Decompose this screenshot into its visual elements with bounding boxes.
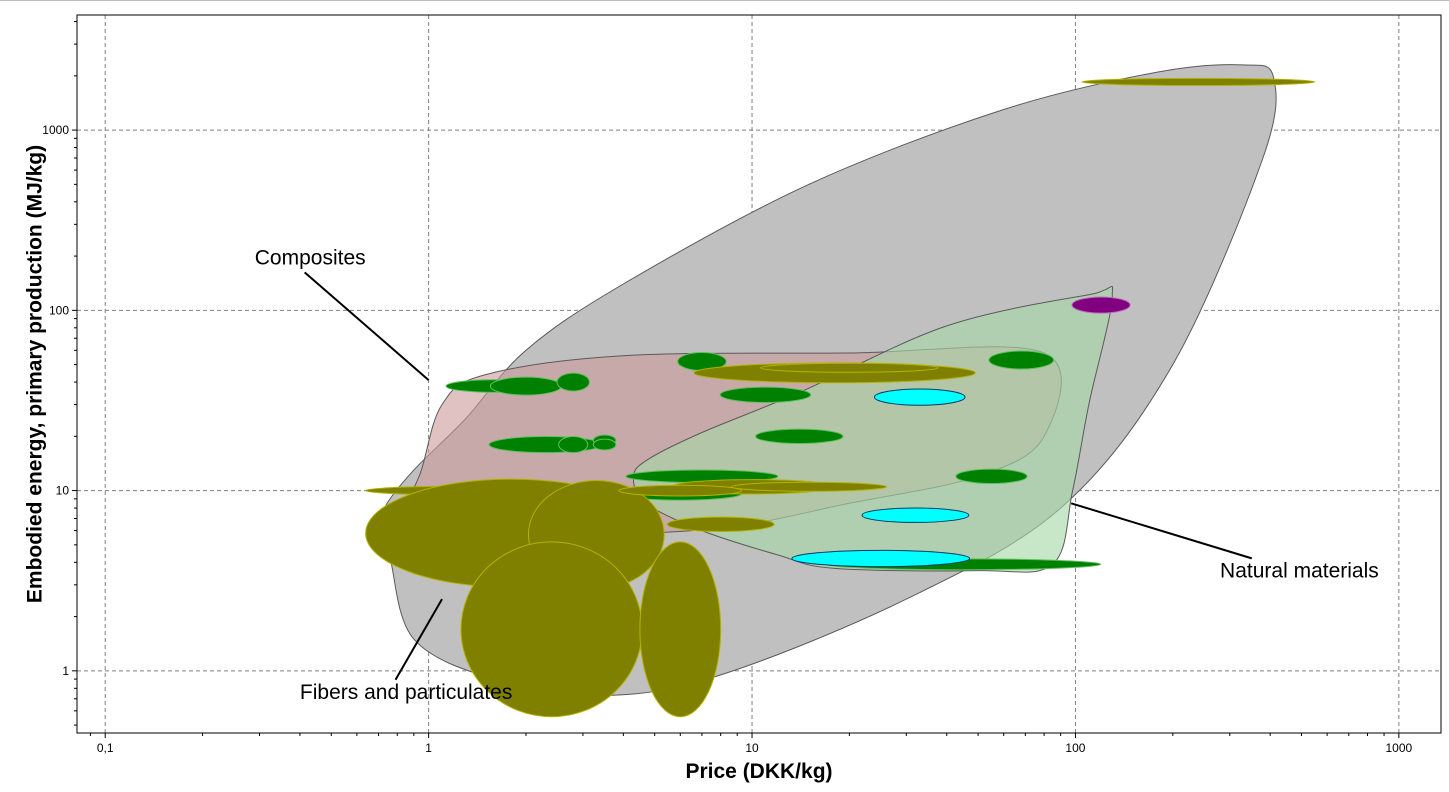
cyan-bubble [791,549,971,568]
x-tick-label: 100 [1065,741,1085,755]
green-bubble [558,435,589,454]
annotations: Composites Natural materials Fibers and pa… [255,246,1379,703]
y-tick-label: 10 [56,484,70,498]
green-bubble [755,428,844,445]
purple-bubble [1071,296,1131,314]
green-bubble [489,376,563,396]
green-bubble [988,350,1055,370]
x-tick-label: 1000 [1385,741,1412,755]
x-tick-label: 0,1 [97,741,114,755]
green-bubble [592,438,617,451]
y-tick-label: 1000 [42,123,69,137]
plot-frame [76,14,1442,734]
x-axis-title: Price (DKK/kg) [685,760,832,783]
tick-labels: 0,1 1 10 100 1000 1 10 100 1000 [42,21,1413,755]
bubbles [365,77,1316,718]
olive-bubble [1081,77,1316,87]
olive-bubble [666,516,775,533]
olive-bubble [618,484,743,497]
cyan-bubble [873,388,966,406]
annotation-leader-line [394,598,443,681]
y-tick-label: 1 [62,664,69,678]
x-tick-label: 10 [745,741,759,755]
green-bubble [556,372,590,392]
olive-bubble [759,362,939,373]
green-bubble [719,386,812,403]
annotation-leader-line [304,271,430,381]
y-tick-label: 100 [49,303,69,317]
x-tick-label: 1 [425,741,432,755]
cyan-bubble [861,507,970,523]
olive-bubble [639,541,722,718]
green-bubble [955,468,1028,485]
y-axis-title: Embodied energy, primary production (MJ/… [23,145,46,603]
annotation-label: Natural materials [1220,559,1379,582]
annotation-leader-line [1070,502,1253,560]
olive-bubble [730,481,888,492]
annotation-label: Fibers and particulates [300,681,512,704]
annotation-label: Composites [255,246,366,269]
